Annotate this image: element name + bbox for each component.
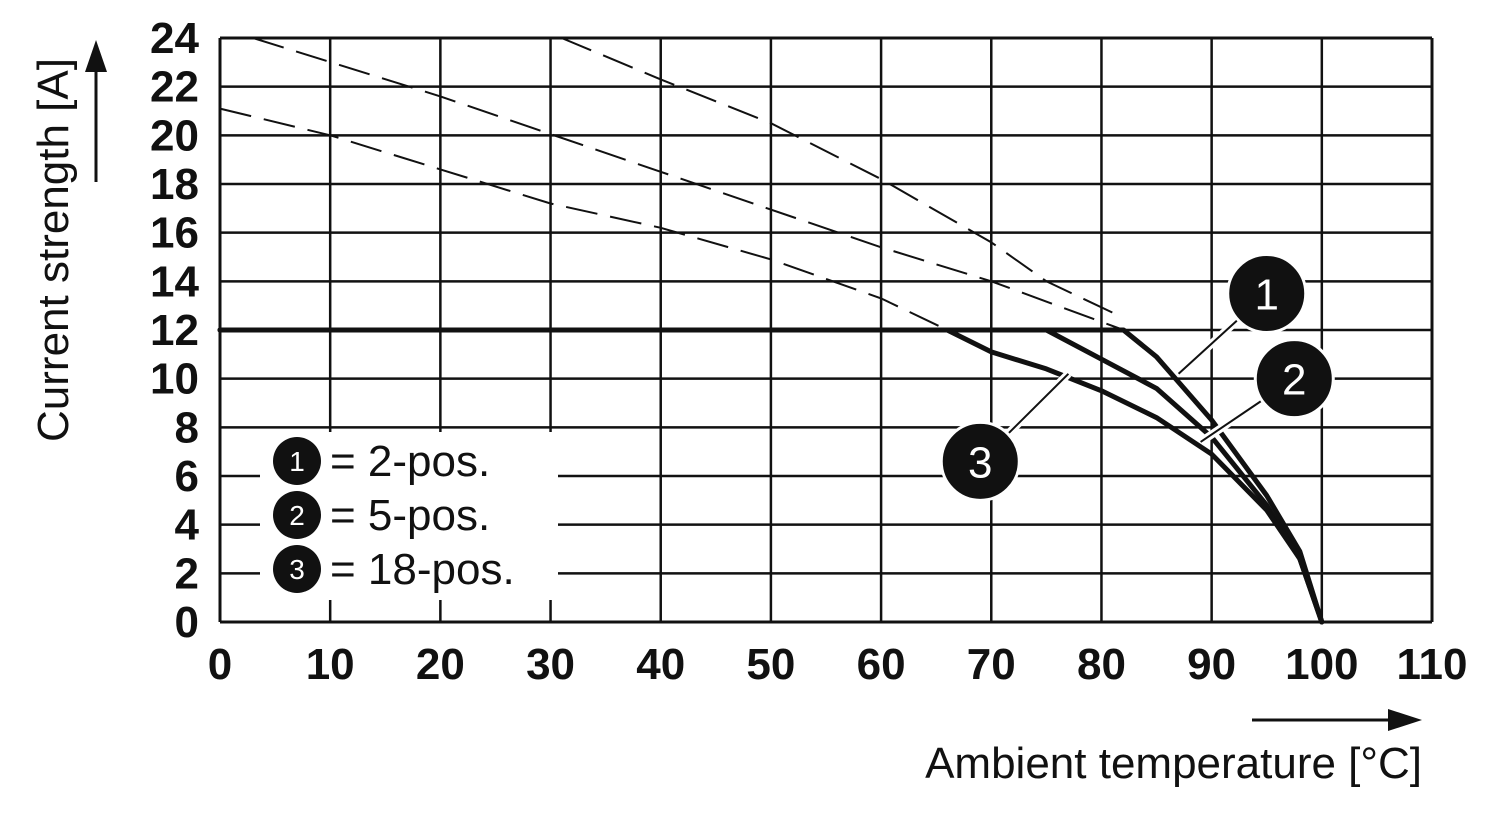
legend-number: 2 (289, 500, 305, 531)
y-axis-arrow-head (85, 40, 107, 72)
legend-number: 3 (289, 554, 305, 585)
legend-badge (273, 545, 321, 593)
x-tick-label: 10 (306, 640, 355, 689)
callouts: 12 3 (939, 253, 1335, 502)
x-axis-arrow-head (1388, 709, 1422, 731)
dashed-curves (219, 37, 1124, 331)
legend: 1 = 2-pos. 2 = 5-pos. 3 = 18-pos. (260, 432, 558, 600)
dashed-curve-1 (252, 37, 1124, 331)
callout-badge (939, 420, 1021, 502)
y-tick-label: 10 (150, 355, 199, 404)
legend-item-1: 1 = 2-pos. (273, 437, 490, 486)
legend-label: = 5-pos. (330, 491, 490, 540)
callout-2: 2 (1198, 338, 1335, 446)
callout-leader (1177, 317, 1241, 375)
callout-number: 3 (968, 438, 992, 487)
y-tick-label: 2 (175, 549, 199, 598)
x-tick-label: 60 (857, 640, 906, 689)
legend-label: = 2-pos. (330, 437, 490, 486)
callout-badge (1253, 338, 1335, 420)
callout-number: 1 (1254, 271, 1278, 320)
x-tick-label: 50 (746, 640, 795, 689)
callout-3: 3 (939, 370, 1072, 502)
y-tick-label: 20 (150, 111, 199, 160)
y-axis-title: Current strength [A] (29, 58, 78, 442)
y-tick-label: 14 (150, 257, 199, 306)
x-tick-label: 70 (967, 640, 1016, 689)
callout-leader (1005, 373, 1070, 437)
callout-1: 1 (1175, 253, 1308, 377)
y-axis-title-group: Current strength [A] (29, 40, 107, 442)
y-tick-label: 12 (150, 306, 199, 355)
solid-curve-1 (217, 327, 1325, 625)
x-tick-labels: 0 10 20 30 40 50 60 70 80 90 100 110 (208, 640, 1468, 689)
y-tick-label: 22 (150, 63, 199, 112)
x-tick-label: 110 (1397, 640, 1468, 689)
dashed-curve-2 (561, 37, 1124, 319)
x-tick-label: 90 (1187, 640, 1236, 689)
x-tick-label: 100 (1285, 640, 1358, 689)
x-axis-title: Ambient temperature [°C] (925, 739, 1422, 788)
callout-number: 2 (1282, 356, 1306, 405)
y-tick-label: 24 (150, 14, 199, 63)
y-tick-label: 8 (175, 403, 199, 452)
y-tick-label: 4 (175, 501, 200, 550)
x-tick-label: 80 (1077, 640, 1126, 689)
x-tick-label: 30 (526, 640, 575, 689)
y-tick-label: 0 (175, 598, 199, 647)
legend-item-3: 3 = 18-pos. (273, 545, 515, 594)
legend-badge (273, 437, 321, 485)
x-tick-label: 20 (416, 640, 465, 689)
legend-label: = 18-pos. (330, 545, 515, 594)
callout-badge (1226, 253, 1308, 334)
callout-leader (1200, 398, 1265, 443)
solid-curves (217, 327, 1325, 625)
x-tick-label: 40 (636, 640, 685, 689)
legend-item-2: 2 = 5-pos. (273, 491, 490, 540)
y-tick-label: 16 (150, 209, 199, 258)
x-axis-title-group: Ambient temperature [°C] (925, 709, 1422, 788)
y-tick-label: 18 (150, 160, 199, 209)
y-tick-label: 6 (175, 452, 199, 501)
solid-curve-3 (217, 327, 1325, 625)
legend-badge (273, 491, 321, 539)
x-tick-label: 0 (208, 640, 232, 689)
legend-number: 1 (289, 446, 305, 477)
grid (218, 36, 1434, 624)
